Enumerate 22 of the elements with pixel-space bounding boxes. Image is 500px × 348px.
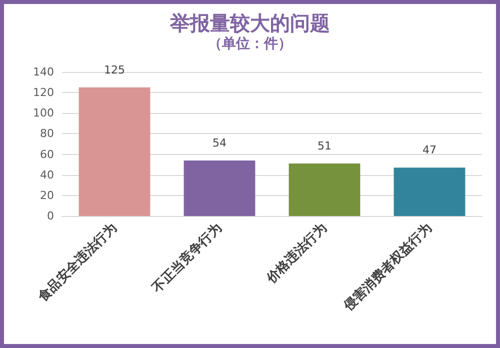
- y-tick-label: 60: [40, 148, 54, 161]
- bar: [184, 160, 256, 216]
- bar: [394, 168, 466, 216]
- y-tick-label: 120: [33, 86, 54, 100]
- y-tick-label: 0: [47, 210, 54, 222]
- bar: [288, 164, 360, 216]
- y-tick-label: 40: [40, 168, 54, 182]
- x-tick-label: 价格违法行为: [262, 220, 330, 288]
- y-tick-label: 20: [40, 188, 54, 202]
- x-tick-label: 侵害消费者权益行为: [340, 220, 435, 315]
- data-label: 125: [104, 63, 125, 76]
- chart-subtitle: （单位：件）: [208, 36, 292, 52]
- data-label: 51: [318, 140, 332, 153]
- y-tick-label: 140: [33, 66, 54, 78]
- y-tick-label: 80: [40, 127, 54, 140]
- data-label: 47: [422, 144, 436, 157]
- bar: [78, 87, 150, 216]
- y-tick-label: 100: [33, 106, 54, 120]
- x-tick-label: 不正当竞争行为: [148, 220, 225, 296]
- chart-title: 举报量较大的问题: [169, 11, 330, 35]
- data-label: 54: [212, 136, 226, 150]
- x-tick-label: 食品安全违法行为: [34, 220, 120, 306]
